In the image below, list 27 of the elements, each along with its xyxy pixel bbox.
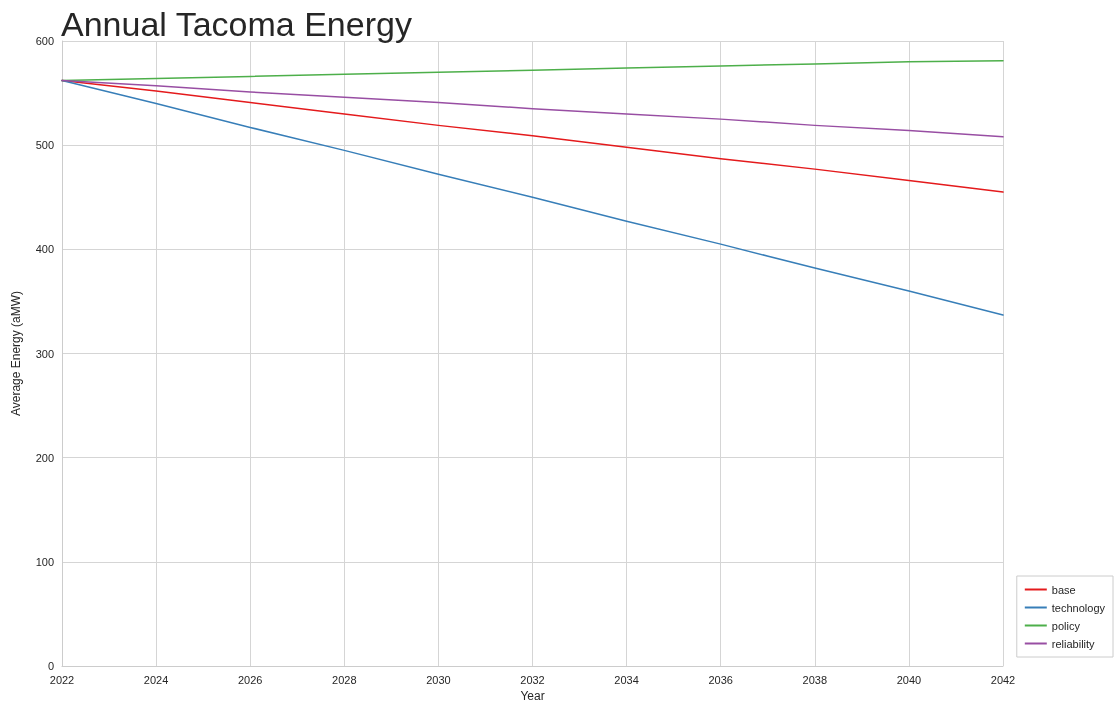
legend-label: base [1051, 583, 1076, 596]
x-tick-label: 2036 [708, 673, 733, 686]
x-tick-label: 2038 [802, 673, 828, 686]
y-tick-label: 400 [35, 243, 54, 256]
x-tick-label: 2022 [49, 673, 75, 686]
y-tick-label: 100 [35, 555, 54, 568]
y-tick-label: 0 [47, 660, 54, 672]
x-axis-title: Year [520, 689, 545, 703]
x-tick-label: 2026 [237, 673, 263, 686]
y-tick-label: 300 [35, 347, 54, 360]
x-tick-label: 2030 [426, 673, 451, 686]
legend-label: policy [1051, 619, 1081, 632]
y-tick-label: 500 [35, 139, 54, 152]
x-tick-label: 2032 [520, 673, 545, 686]
x-tick-label: 2042 [990, 673, 1016, 686]
y-axis-title: Average Energy (aMW) [9, 290, 23, 417]
legend-label: reliability [1051, 637, 1096, 650]
x-tick-label: 2028 [332, 673, 357, 686]
line-series [61, 79, 1004, 138]
line-series [61, 79, 1004, 316]
legend-label: technology [1051, 601, 1106, 614]
chart-title: Annual Tacoma Energy [61, 5, 412, 43]
x-tick-label: 2034 [614, 673, 639, 686]
x-tick-label: 2040 [896, 673, 922, 686]
y-tick-label: 200 [35, 451, 54, 464]
x-tick-label: 2024 [143, 673, 169, 686]
y-tick-label: 600 [35, 35, 54, 47]
